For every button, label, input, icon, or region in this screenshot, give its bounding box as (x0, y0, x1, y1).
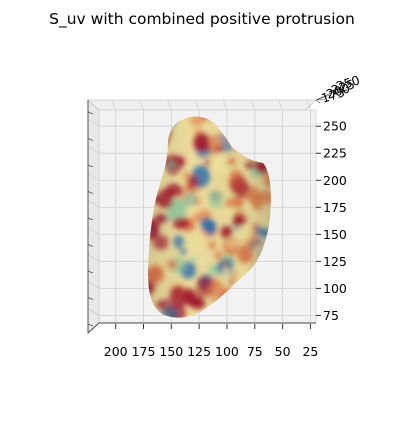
y-gridline-side (87, 118, 100, 127)
depth-tick-mark (87, 191, 94, 194)
y-tick-label: 100 (323, 281, 347, 296)
y-gridline-side (87, 199, 100, 208)
depth-tick-mark (87, 297, 94, 300)
depth-tick-mark (87, 138, 94, 141)
x-tick-label: 25 (302, 344, 318, 359)
x-gridline-top (306, 99, 311, 111)
depth-tick-mark (87, 111, 94, 115)
depth-tick-mark (87, 164, 94, 168)
y-tick-label: 225 (323, 146, 347, 161)
depth-tick-mark (87, 217, 94, 221)
depth-tick-mark (87, 323, 94, 327)
z-tick-mark (315, 98, 326, 101)
x-tick-label: 150 (159, 344, 183, 359)
x-tick-label: 200 (104, 344, 128, 359)
x-gridline-top (250, 99, 256, 111)
y-tick-label: 125 (323, 254, 347, 269)
x-gridline-top (166, 99, 172, 111)
x-gridline-top (139, 99, 144, 111)
x-gridline-top (194, 99, 200, 111)
depth-tick-mark (87, 270, 94, 274)
y-tick-label: 150 (323, 227, 347, 242)
x-tick-label: 175 (132, 344, 156, 359)
x-gridline-top (111, 99, 117, 111)
z-tick-label: 175 (319, 84, 346, 106)
x-gridline-top (278, 99, 284, 111)
y-tick-label: 175 (323, 200, 347, 215)
y-axis-ticks: 250 225 200 175 150 125 100 75 (316, 119, 347, 323)
z-tick-label: 250 (334, 72, 361, 94)
depth-tick-mark (87, 244, 94, 247)
chart-title: S_uv with combined positive protrusion (49, 10, 355, 29)
y-gridline-side (87, 281, 100, 289)
z-tick-mark (315, 90, 336, 101)
z-tick-mark (315, 99, 321, 104)
y-tick-label: 75 (323, 308, 339, 323)
y-tick-label: 200 (323, 173, 347, 188)
x-tick-label: 50 (275, 344, 291, 359)
y-gridline-side (87, 172, 100, 181)
y-gridline-side (87, 253, 100, 262)
x-tick-label: 100 (215, 344, 239, 359)
surface-shading (148, 116, 271, 318)
x-gridline-top (222, 99, 228, 111)
z-tick-label: 225 (329, 76, 356, 98)
x-axis-ticks: 200 175 150 125 100 75 50 25 (104, 324, 318, 359)
surface (148, 116, 271, 318)
y-tick-label: 250 (323, 119, 347, 134)
y-gridline-side (87, 145, 100, 154)
x-tick-label: 75 (247, 344, 263, 359)
y-gridline-side (87, 308, 100, 316)
x-tick-label: 125 (187, 344, 211, 359)
z-tick-mark (315, 94, 331, 101)
y-gridline-side (87, 226, 100, 235)
z-tick-label: 200 (324, 80, 351, 102)
